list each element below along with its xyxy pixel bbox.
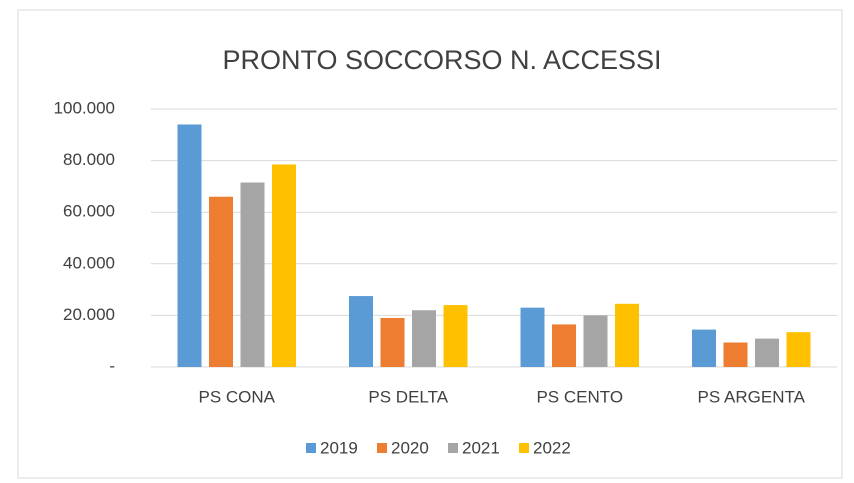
y-tick-label: 40.000: [63, 253, 115, 272]
y-tick-label: 100.000: [54, 98, 115, 117]
bar: [380, 317, 405, 367]
bar: [240, 182, 265, 367]
legend-swatch: [306, 443, 316, 453]
bar: [443, 305, 468, 367]
legend-label: 2019: [320, 438, 358, 457]
bar: [520, 307, 545, 367]
bar: [209, 196, 233, 367]
legend-swatch: [377, 443, 387, 453]
bar: [786, 332, 811, 367]
bar: [583, 315, 608, 367]
legend-swatch: [519, 443, 529, 453]
bar: [177, 124, 202, 367]
legend-label: 2020: [391, 438, 429, 457]
y-tick-label: 80.000: [63, 150, 115, 169]
bar: [349, 296, 373, 367]
x-tick-label: PS CENTO: [536, 387, 623, 406]
bar: [412, 310, 436, 367]
bar: [272, 164, 296, 367]
x-tick-label: PS CONA: [198, 387, 275, 406]
bar: [692, 329, 716, 367]
bar: [615, 303, 639, 367]
bar: [755, 338, 779, 367]
y-tick-label: -: [109, 356, 115, 375]
legend-swatch: [448, 443, 458, 453]
x-tick-label: PS ARGENTA: [698, 387, 806, 406]
bar: [552, 324, 576, 367]
y-tick-label: 20.000: [63, 305, 115, 324]
chart-title: PRONTO SOCCORSO N. ACCESSI: [222, 45, 661, 75]
y-tick-label: 60.000: [63, 202, 115, 221]
bar: [723, 342, 748, 367]
legend-label: 2022: [533, 438, 571, 457]
x-tick-label: PS DELTA: [368, 387, 448, 406]
legend-label: 2021: [462, 438, 500, 457]
chart-border: [17, 9, 843, 479]
